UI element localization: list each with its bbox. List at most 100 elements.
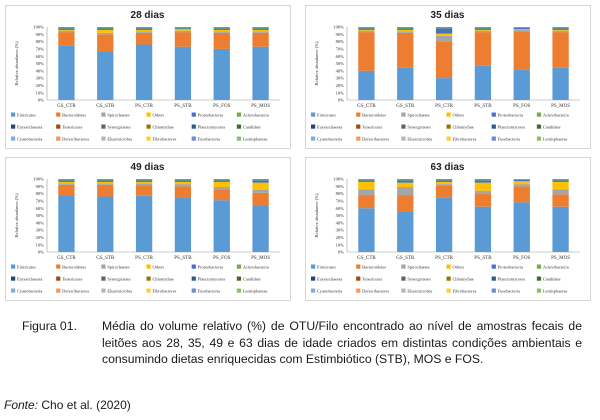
x-tick-label: GS_CTR	[357, 104, 376, 109]
legend-swatch	[356, 276, 361, 281]
legend-label: Firmicutes	[317, 113, 336, 118]
y-tick-label: 50%	[36, 61, 45, 66]
y-tick-label: 100%	[33, 177, 44, 182]
x-tick-label: PS_FOS	[213, 256, 230, 261]
bar-segment	[174, 184, 192, 187]
legend-label: Deferribacteres	[362, 137, 389, 142]
bar-segment	[358, 27, 375, 29]
legend-label: Others	[153, 113, 165, 118]
bar-segment	[513, 27, 530, 30]
legend-label: Fusobacteria	[198, 289, 220, 294]
y-tick-label: 100%	[333, 25, 344, 30]
bar-segment	[435, 185, 453, 198]
y-tick-label: 50%	[36, 213, 45, 218]
y-tick-label: 20%	[36, 235, 45, 240]
bar-segment	[397, 29, 414, 32]
bar-segment	[513, 29, 530, 30]
bar-segment	[135, 32, 153, 45]
legend-swatch	[11, 136, 16, 141]
legend-swatch	[401, 264, 406, 269]
chart-title: 28 dias	[131, 10, 165, 21]
source-line: Fonte: Cho et al. (2020)	[4, 398, 131, 412]
legend-swatch	[356, 288, 361, 293]
bar-segment	[552, 28, 569, 30]
bar-segment	[474, 193, 492, 207]
y-axis-label: Relative abundance (%)	[314, 193, 319, 238]
legend-swatch	[236, 136, 242, 141]
legend-swatch	[536, 288, 542, 293]
legend-swatch	[491, 288, 496, 293]
legend-swatch	[401, 288, 406, 293]
x-tick-label: PS_MOS	[551, 256, 570, 261]
bar-segment	[174, 46, 192, 100]
x-tick-label: PS_STB	[174, 256, 192, 261]
bar-segment	[435, 181, 453, 185]
legend-label: Deferribacteres	[62, 137, 89, 142]
legend-label: Actinobacteria	[543, 265, 569, 270]
y-tick-label: 80%	[336, 39, 345, 44]
legend-swatch	[401, 124, 406, 129]
bar-segment	[97, 184, 114, 197]
bar-segment	[358, 195, 375, 209]
legend-label: Lentisphaerae	[243, 289, 268, 294]
y-tick-label: 50%	[336, 213, 345, 218]
y-tick-label: 100%	[33, 25, 44, 30]
bar-segment	[97, 28, 114, 30]
bar-segment	[252, 206, 269, 252]
bar-segment	[97, 183, 114, 185]
legend-swatch	[56, 276, 61, 281]
bar-segment	[474, 30, 492, 33]
bar-segment	[474, 206, 492, 252]
bar-segment	[252, 32, 269, 47]
bar-segment	[252, 182, 269, 190]
bar-segment	[58, 29, 75, 31]
legend-label: Candidate	[243, 125, 261, 130]
legend-label: Others	[453, 113, 465, 118]
bar-segment	[135, 44, 153, 100]
legend-label: Bacteroidetes	[362, 265, 386, 270]
legend-label: Elusimicrobia	[107, 137, 132, 142]
legend-swatch	[236, 276, 242, 281]
y-tick-label: 30%	[36, 228, 45, 233]
bar-segment	[97, 51, 114, 100]
bar-segment	[474, 65, 492, 100]
legend-label: Lentisphaerae	[543, 289, 568, 294]
bar-segment	[174, 179, 192, 181]
figure-panels: 28 dias Relative abundance (%) 0% 10% 20% 30%…	[5, 5, 591, 301]
bar-segment	[358, 70, 375, 100]
legend-label: Lentisphaerae	[243, 137, 268, 142]
legend-label: Euryarchaeota	[317, 125, 342, 130]
bar-segment	[135, 185, 153, 196]
bar-segment	[213, 189, 230, 201]
y-tick-label: 100%	[333, 177, 344, 182]
y-tick-label: 10%	[336, 242, 345, 247]
legend-label: Tenericutes	[62, 125, 82, 130]
legend-label: Fibrobacteres	[453, 289, 477, 294]
bar-segment	[435, 28, 453, 34]
bar-segment	[358, 181, 375, 190]
y-tick-label: 70%	[36, 199, 45, 204]
legend-label: Euryarchaeota	[17, 125, 42, 130]
x-tick-label: GS_STB	[96, 104, 115, 109]
legend-swatch	[11, 264, 16, 269]
legend-label: Spirochaetes	[407, 265, 430, 270]
legend-swatch	[11, 112, 16, 117]
bar-segment	[252, 180, 269, 183]
legend-label: Actinobacteria	[243, 113, 269, 118]
bar-segment	[174, 181, 192, 185]
bar-segment	[97, 27, 114, 29]
bar-segment	[97, 179, 114, 181]
bar-segment	[358, 28, 375, 30]
bar-segment	[97, 29, 114, 33]
bar-segment	[58, 179, 75, 181]
x-tick-label: PS_FOS	[513, 256, 530, 261]
legend-swatch	[311, 288, 316, 293]
legend-swatch	[236, 112, 242, 117]
bar-segment	[213, 32, 230, 49]
bar-segment	[97, 181, 114, 184]
y-tick-label: 30%	[336, 76, 345, 81]
bar-segment	[58, 181, 75, 184]
bar-segment	[435, 179, 453, 181]
legend-label: Deferribacteres	[62, 289, 89, 294]
bar-segment	[474, 182, 492, 191]
